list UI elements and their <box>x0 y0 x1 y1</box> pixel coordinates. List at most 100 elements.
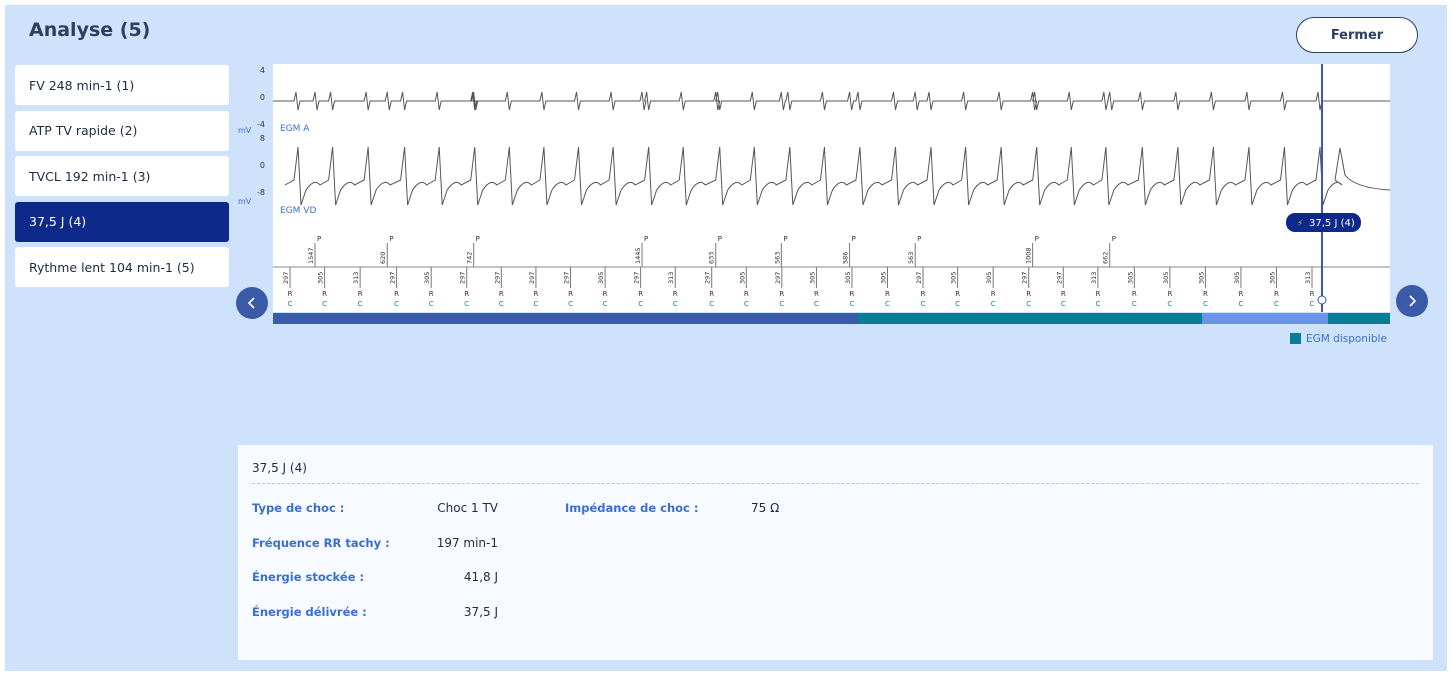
ventricular-label: R <box>709 290 714 298</box>
ventricular-sub: C <box>1061 300 1066 308</box>
timeline-segment <box>273 313 858 324</box>
ventricular-sub: C <box>850 300 855 308</box>
ventricular-interval: 297 <box>389 272 397 284</box>
ventricular-label: R <box>603 290 608 298</box>
ventricular-interval: 297 <box>1055 272 1063 284</box>
channel-label: EGM VD <box>280 206 316 216</box>
ventricular-interval: 297 <box>633 272 641 284</box>
ventricular-sub: C <box>709 300 714 308</box>
ventricular-label: R <box>429 290 434 298</box>
ventricular-sub: C <box>921 300 926 308</box>
atrial-interval: 563 <box>773 252 781 264</box>
ventricular-sub: C <box>1203 300 1208 308</box>
legend-swatch <box>1290 333 1301 344</box>
nav-chevron <box>247 297 255 309</box>
field-label: Énergie stockée : <box>252 570 365 584</box>
ventricular-label: R <box>955 290 960 298</box>
ventricular-interval: 297 <box>563 272 571 284</box>
ventricular-sub: C <box>991 300 996 308</box>
ventricular-interval: 313 <box>352 272 360 284</box>
ventricular-interval: 305 <box>1268 272 1276 284</box>
ventricular-sub: C <box>358 300 363 308</box>
ventricular-sub: C <box>1238 300 1243 308</box>
y-tick-label: 8 <box>260 134 265 143</box>
timeline-segment <box>1202 313 1328 324</box>
ventricular-interval: 305 <box>1162 272 1170 284</box>
ventricular-interval: 305 <box>985 272 993 284</box>
ventricular-sub: C <box>322 300 327 308</box>
ventricular-sub: C <box>533 300 538 308</box>
ventricular-label: R <box>673 290 678 298</box>
y-tick-label: 0 <box>260 93 265 102</box>
ventricular-interval: 305 <box>1126 272 1134 284</box>
field-value: 41,8 J <box>463 570 498 584</box>
y-tick-label: 4 <box>260 66 265 75</box>
episode-item[interactable]: ATP TV rapide (2) <box>15 110 229 151</box>
ventricular-label: R <box>850 290 855 298</box>
episode-item[interactable]: Rythme lent 104 min-1 (5) <box>15 247 229 287</box>
atrial-label: P <box>1035 235 1039 243</box>
ventricular-label: R <box>499 290 504 298</box>
ventricular-interval: 313 <box>1090 272 1098 284</box>
ventricular-sub: C <box>394 300 399 308</box>
ventricular-label: R <box>921 290 926 298</box>
atrial-interval: 662 <box>1102 252 1110 264</box>
ventricular-label: R <box>464 290 469 298</box>
field-value: 75 Ω <box>751 501 780 515</box>
ventricular-label: R <box>1239 290 1244 298</box>
episode-item[interactable]: TVCL 192 min-1 (3) <box>15 156 229 196</box>
field-label: Fréquence RR tachy : <box>252 535 390 550</box>
ventricular-sub: C <box>1167 300 1172 308</box>
ventricular-interval: 305 <box>950 272 958 284</box>
nav-button[interactable] <box>1396 285 1428 317</box>
shock-tag-bg <box>1286 213 1361 232</box>
ventricular-sub: C <box>638 300 643 308</box>
atrial-interval: 563 <box>907 252 915 264</box>
ventricular-sub: C <box>603 300 608 308</box>
atrial-interval: 620 <box>379 252 387 264</box>
ventricular-sub: C <box>429 300 434 308</box>
ventricular-interval: 305 <box>879 272 887 284</box>
field-value: Choc 1 TV <box>437 501 498 515</box>
nav-circle <box>236 287 268 319</box>
atrial-interval: 1445 <box>634 247 642 264</box>
ventricular-interval: 305 <box>1197 272 1205 284</box>
atrial-interval: 1547 <box>307 247 315 264</box>
shock-icon: ⚡ <box>1297 219 1303 229</box>
ventricular-interval: 297 <box>493 272 501 284</box>
ventricular-interval: 297 <box>528 272 536 284</box>
ventricular-label: R <box>1132 290 1137 298</box>
ventricular-sub: C <box>673 300 678 308</box>
ventricular-label: R <box>358 290 363 298</box>
y-tick-label: 0 <box>260 161 265 170</box>
ventricular-interval: 305 <box>738 272 746 284</box>
nav-chevron <box>1409 295 1417 307</box>
ventricular-sub: C <box>814 300 819 308</box>
field-value: 37,5 J <box>463 604 498 619</box>
ventricular-label: R <box>568 290 573 298</box>
ventricular-label: R <box>1167 290 1172 298</box>
episode-item[interactable]: 37,5 J (4) <box>15 201 229 242</box>
nav-button[interactable] <box>236 287 268 319</box>
ventricular-label: R <box>1061 290 1066 298</box>
ventricular-interval: 297 <box>915 272 923 284</box>
y-tick-label: -8 <box>257 188 265 197</box>
episode-item[interactable]: FV 248 min-1 (1) <box>15 65 229 105</box>
ventricular-label: R <box>814 290 819 298</box>
separator <box>252 483 1419 484</box>
atrial-interval: 633 <box>708 252 716 264</box>
ventricular-interval: 297 <box>1021 272 1029 284</box>
timeline-segment <box>1328 313 1390 324</box>
ventricular-interval: 297 <box>774 272 782 284</box>
ventricular-sub: C <box>779 300 784 308</box>
ventricular-sub: C <box>464 300 469 308</box>
ventricular-label: R <box>288 290 293 298</box>
atrial-interval: 586 <box>842 252 850 264</box>
atrial-label: P <box>1112 235 1116 243</box>
ventricular-interval: 313 <box>1304 272 1312 284</box>
ventricular-label: R <box>779 290 784 298</box>
close-button[interactable]: Fermer <box>1296 17 1418 53</box>
ventricular-label: R <box>322 290 327 298</box>
timeline-segment <box>858 313 1202 324</box>
ventricular-interval: 305 <box>808 272 816 284</box>
